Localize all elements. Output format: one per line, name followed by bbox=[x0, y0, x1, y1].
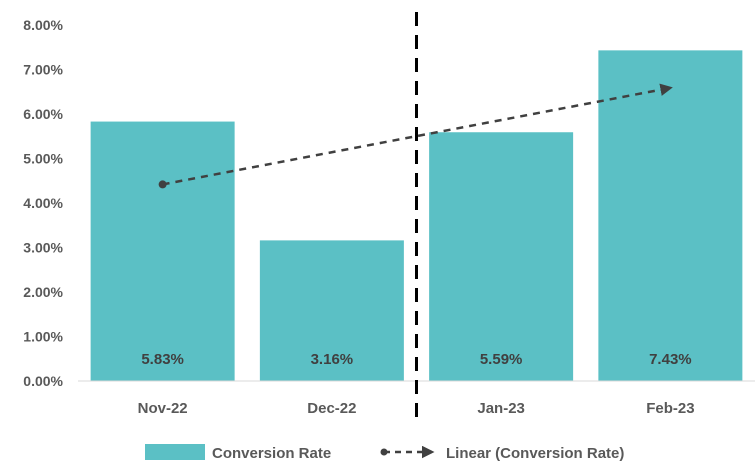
y-tick-label: 3.00% bbox=[23, 240, 63, 256]
data-label: 5.83% bbox=[141, 351, 184, 368]
y-tick-label: 5.00% bbox=[23, 151, 63, 167]
legend-trendline-dot bbox=[380, 448, 388, 456]
y-tick-label: 8.00% bbox=[23, 17, 63, 33]
y-tick-label: 7.00% bbox=[23, 62, 63, 78]
y-tick-label: 2.00% bbox=[23, 284, 63, 300]
y-tick-label: 0.00% bbox=[23, 373, 63, 389]
bars bbox=[90, 50, 743, 382]
legend-swatch-conversion-rate bbox=[145, 444, 205, 460]
data-label: 5.59% bbox=[480, 351, 523, 368]
legend-label-linear-trend: Linear (Conversion Rate) bbox=[446, 445, 624, 462]
y-tick-label: 4.00% bbox=[23, 195, 63, 211]
trendline-start-dot bbox=[158, 180, 167, 189]
x-tick-label: Feb-23 bbox=[646, 400, 694, 417]
x-axis: Nov-22 Dec-22 Jan-23 Feb-23 bbox=[78, 380, 755, 417]
x-tick-label: Dec-22 bbox=[307, 400, 356, 417]
bar-jan-23 bbox=[429, 132, 574, 381]
y-tick-label: 1.00% bbox=[23, 329, 63, 345]
bar-feb-23 bbox=[598, 50, 743, 382]
trendline-line bbox=[162, 83, 673, 186]
legend-label-conversion-rate: Conversion Rate bbox=[212, 445, 331, 462]
data-label: 3.16% bbox=[311, 351, 354, 368]
trendline bbox=[158, 83, 673, 189]
bar-nov-22 bbox=[90, 121, 235, 381]
bar-dec-22 bbox=[259, 240, 404, 381]
y-tick-label: 6.00% bbox=[23, 106, 63, 122]
y-axis: 0.00% 1.00% 2.00% 3.00% 4.00% 5.00% 6.00% 7.00%… bbox=[23, 17, 63, 389]
legend: Conversion Rate Linear (Conversion Rate) bbox=[145, 444, 624, 462]
data-labels: 5.83% 3.16% 5.59% 7.43% bbox=[141, 351, 691, 368]
x-tick-label: Nov-22 bbox=[138, 400, 188, 417]
x-tick-label: Jan-23 bbox=[477, 400, 525, 417]
data-label: 7.43% bbox=[649, 351, 692, 368]
